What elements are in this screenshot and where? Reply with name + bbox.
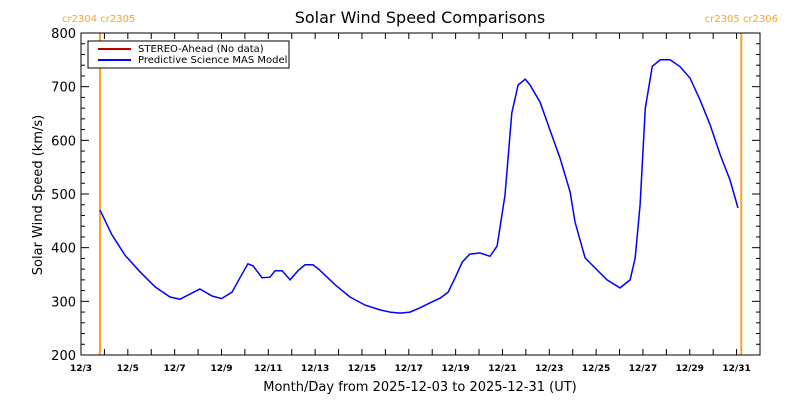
- y-tick-label: 800: [51, 27, 76, 42]
- x-tick-label: 12/23: [535, 364, 563, 374]
- x-tick-label: 12/15: [348, 364, 376, 374]
- legend-box: [87, 40, 290, 69]
- x-tick-label: 12/7: [164, 364, 186, 374]
- x-tick-label: 12/3: [70, 364, 92, 374]
- legend-label-mas: Predictive Science MAS Model: [138, 55, 287, 66]
- x-tick-label: 12/25: [582, 364, 610, 374]
- legend-label-stereo: STEREO-Ahead (No data): [138, 44, 264, 55]
- carrington-marker-label: cr2304 cr2305: [62, 14, 135, 25]
- plot-frame: [80, 32, 761, 356]
- x-tick-label: 12/5: [117, 364, 139, 374]
- chart-title: Solar Wind Speed Comparisons: [295, 8, 546, 27]
- x-tick-label: 12/29: [676, 364, 704, 374]
- y-tick-label: 700: [51, 81, 76, 96]
- y-tick-label: 400: [51, 242, 76, 257]
- x-tick-label: 12/21: [488, 364, 516, 374]
- x-axis-label: Month/Day from 2025-12-03 to 2025-12-31 …: [263, 380, 576, 395]
- x-tick-label: 12/31: [722, 364, 750, 374]
- x-tick-label: 12/27: [629, 364, 657, 374]
- x-tick-label: 12/19: [441, 364, 469, 374]
- x-tick-label: 12/13: [301, 364, 329, 374]
- carrington-marker-label: cr2305 cr2306: [705, 14, 778, 25]
- series-line-mas-model: [99, 59, 739, 314]
- y-tick-label: 600: [51, 134, 76, 149]
- x-tick-label: 12/11: [254, 364, 282, 374]
- y-tick-label: 200: [51, 349, 76, 364]
- x-tick-label: 12/9: [210, 364, 232, 374]
- y-tick-label: 500: [51, 188, 76, 203]
- x-tick-label: 12/17: [395, 364, 423, 374]
- y-tick-label: 300: [51, 295, 76, 310]
- legend: STEREO-Ahead (No data) Predictive Scienc…: [87, 40, 290, 69]
- y-axis-label: Solar Wind Speed (km/s): [31, 115, 46, 275]
